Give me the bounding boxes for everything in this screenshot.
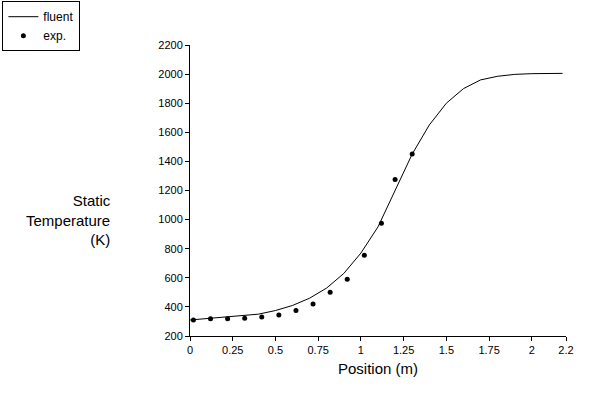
svg-text:1800: 1800 [158,97,182,109]
svg-text:1.75: 1.75 [478,344,499,356]
svg-text:Position (m): Position (m) [338,360,418,377]
svg-text:600: 600 [164,272,182,284]
svg-text:200: 200 [164,330,182,342]
svg-text:1600: 1600 [158,126,182,138]
svg-text:1.5: 1.5 [439,344,454,356]
svg-text:2200: 2200 [158,39,182,51]
svg-text:2000: 2000 [158,68,182,80]
svg-text:0: 0 [187,344,193,356]
svg-text:0.5: 0.5 [268,344,283,356]
svg-text:1: 1 [358,344,364,356]
svg-text:StaticTemperature(K): StaticTemperature(K) [26,192,111,248]
svg-text:1000: 1000 [158,213,182,225]
svg-text:0.75: 0.75 [307,344,328,356]
svg-text:2.2: 2.2 [558,344,573,356]
svg-text:1400: 1400 [158,155,182,167]
svg-text:0.25: 0.25 [222,344,243,356]
svg-text:400: 400 [164,301,182,313]
svg-text:fluent: fluent [43,10,73,24]
svg-text:1.25: 1.25 [393,344,414,356]
svg-text:800: 800 [164,243,182,255]
svg-text:2: 2 [529,344,535,356]
svg-text:exp.: exp. [43,29,66,43]
svg-text:1200: 1200 [158,184,182,196]
